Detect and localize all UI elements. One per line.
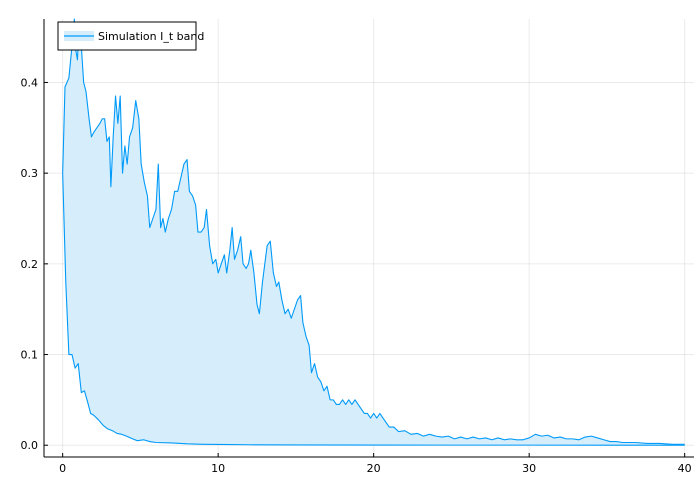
legend: Simulation I_t band (57, 21, 204, 51)
series-layer (62, 18, 685, 446)
x-tick-label: 0 (59, 462, 66, 475)
legend-entry-label: Simulation I_t band (98, 30, 204, 43)
y-tick-label: 0.3 (21, 167, 39, 180)
y-tick-label: 0.0 (21, 439, 39, 452)
y-tick-label: 0.2 (21, 258, 39, 271)
x-tick-label: 20 (367, 462, 381, 475)
axes: 0 10 20 30 40 0.0 0.1 0.2 0.3 0.4 (21, 19, 694, 475)
series-upper-line (62, 18, 685, 445)
x-tick-label: 40 (678, 462, 692, 475)
x-tick-label: 10 (211, 462, 225, 475)
y-tick-label: 0.1 (21, 349, 39, 362)
x-tick-label: 30 (522, 462, 536, 475)
series-band-fill (62, 19, 685, 446)
y-tick-label: 0.4 (21, 76, 39, 89)
series-lower-line (62, 173, 685, 446)
